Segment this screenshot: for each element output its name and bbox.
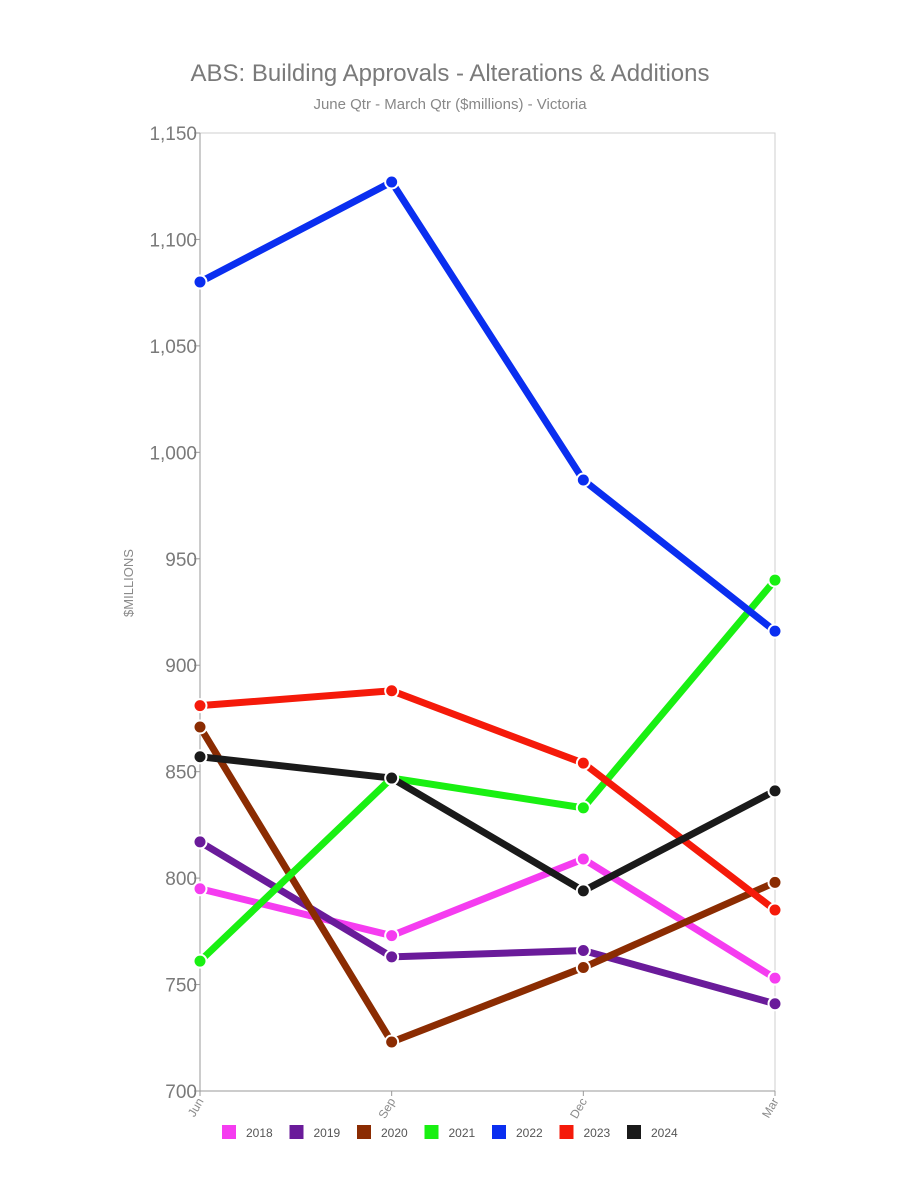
chart-subtitle: June Qtr - March Qtr ($millions) - Victo… [313, 96, 587, 113]
y-axis-ticks: 700 750 800 850 900 950 1,000 1,050 1,100 1,150 [149, 124, 200, 1103]
series-line-2020 [196, 723, 779, 1046]
series-2024 [192, 749, 783, 899]
legend-label: 2018 [246, 1126, 273, 1140]
chart-title: ABS: Building Approvals - Alterations & … [190, 60, 710, 87]
data-point-2023 [575, 755, 591, 771]
legend-swatch [627, 1125, 641, 1139]
data-point-2021 [575, 800, 591, 816]
legend-item-2024: 2024 [627, 1125, 678, 1140]
data-point-2023 [767, 902, 783, 918]
legend-swatch [289, 1125, 304, 1139]
legend-item-2018: 2018 [222, 1125, 273, 1140]
legend-swatch [357, 1125, 371, 1139]
data-point-2022 [767, 623, 783, 639]
series-2023 [192, 683, 783, 918]
legend-item-2021: 2021 [424, 1125, 476, 1140]
legend-label: 2023 [584, 1126, 611, 1140]
legend-label: 2022 [516, 1126, 543, 1140]
legend-label: 2021 [449, 1126, 476, 1140]
legend-swatch [424, 1125, 439, 1139]
legend-item-2019: 2019 [289, 1125, 341, 1140]
data-point-2018 [767, 970, 783, 986]
y-tick-label: 950 [165, 550, 197, 571]
x-tick-label: Sep [375, 1095, 398, 1121]
y-tick-label: 900 [165, 656, 197, 677]
series-line-2018 [196, 855, 779, 982]
data-point-2021 [767, 572, 783, 588]
x-tick-label: Dec [567, 1096, 590, 1121]
y-tick-label: 1,100 [149, 230, 197, 251]
series-line-2022 [196, 178, 779, 635]
data-point-2022 [384, 174, 400, 190]
data-point-2020 [575, 960, 591, 976]
data-point-2022 [575, 472, 591, 488]
legend-item-2022: 2022 [492, 1125, 543, 1140]
plot-frame [199, 132, 776, 1092]
data-point-2024 [384, 770, 400, 786]
series-line-2021 [196, 576, 779, 965]
y-tick-label: 850 [165, 763, 197, 784]
legend-swatch [559, 1125, 574, 1139]
y-tick-label: 700 [165, 1082, 197, 1103]
data-point-2021 [192, 953, 208, 969]
data-point-2018 [575, 851, 591, 867]
data-point-2018 [384, 928, 400, 944]
y-tick-label: 800 [165, 869, 197, 890]
x-axis-ticks: Jun Sep Dec Mar [185, 1091, 782, 1121]
series-2022 [192, 174, 783, 639]
legend-swatch [492, 1125, 506, 1139]
y-axis-label: $MILLIONS [121, 549, 136, 617]
legend-label: 2019 [314, 1126, 341, 1140]
legend: 2018 2019 2020 2021 2022 2023 2024 [222, 1125, 678, 1140]
data-point-2018 [192, 881, 208, 897]
data-point-2024 [575, 883, 591, 899]
series-2018 [192, 851, 783, 986]
data-point-2019 [575, 942, 591, 958]
data-point-2020 [192, 719, 208, 735]
data-point-2020 [767, 874, 783, 890]
series-lines [192, 174, 783, 1050]
data-point-2024 [767, 783, 783, 799]
series-2020 [192, 719, 783, 1050]
data-point-2019 [767, 996, 783, 1012]
data-point-2023 [384, 683, 400, 699]
series-line-2019 [196, 838, 779, 1008]
x-tick-label: Mar [759, 1096, 781, 1121]
data-point-2023 [192, 698, 208, 714]
legend-swatch [222, 1125, 236, 1139]
y-tick-label: 1,000 [149, 443, 197, 464]
series-2019 [192, 834, 783, 1012]
legend-label: 2024 [651, 1126, 678, 1140]
data-point-2019 [192, 834, 208, 850]
y-tick-label: 750 [165, 976, 197, 997]
legend-item-2023: 2023 [559, 1125, 611, 1140]
legend-label: 2020 [381, 1126, 408, 1140]
data-point-2020 [384, 1034, 400, 1050]
data-point-2024 [192, 749, 208, 765]
series-line-2023 [196, 687, 779, 914]
data-point-2019 [384, 949, 400, 965]
legend-item-2020: 2020 [357, 1125, 408, 1140]
y-tick-label: 1,050 [149, 337, 197, 358]
data-point-2022 [192, 274, 208, 290]
y-tick-label: 1,150 [149, 124, 197, 145]
series-line-2024 [196, 753, 779, 895]
